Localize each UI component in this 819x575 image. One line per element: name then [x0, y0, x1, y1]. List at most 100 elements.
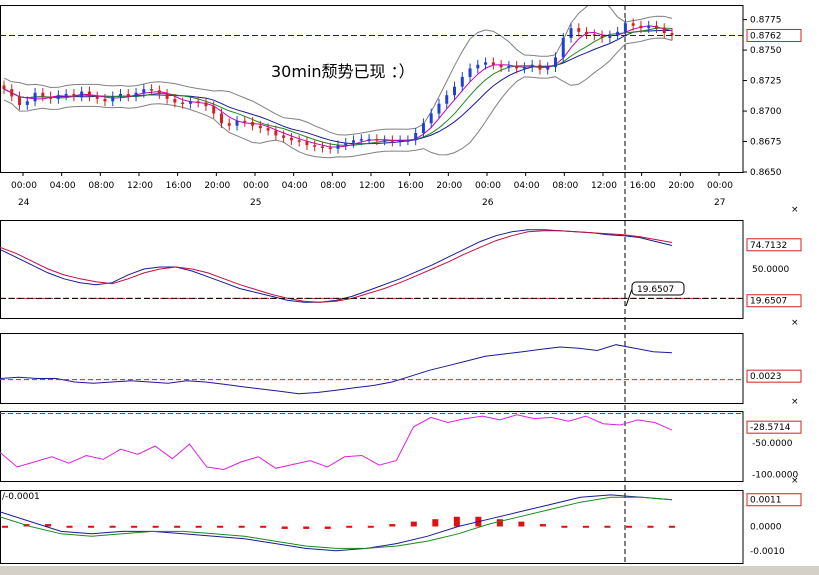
macd-histogram-bar — [303, 526, 310, 529]
macd-histogram-bar — [389, 524, 396, 527]
macd-value: 0.0011 — [750, 496, 782, 506]
current-price-tag — [746, 28, 802, 42]
candle-body — [212, 106, 216, 114]
williams_r-line-0 — [0, 414, 673, 471]
y-tick-label: 0.8675 — [750, 138, 782, 148]
candle-body — [297, 140, 301, 142]
y-tick-label: 0.8650 — [750, 168, 782, 178]
candle-body — [507, 65, 511, 68]
panel-frame-oscillator — [0, 333, 744, 404]
candle-body — [522, 67, 526, 69]
candle-body — [188, 101, 192, 104]
candle-body — [251, 122, 255, 126]
bollinger-upper — [3, 6, 673, 136]
close-icon[interactable]: × — [791, 476, 799, 486]
candle-body — [119, 93, 123, 97]
candle-body — [647, 25, 651, 29]
candle-body — [654, 25, 658, 29]
candle-body — [41, 92, 45, 97]
candle-body — [196, 101, 200, 103]
status-strip — [0, 566, 819, 575]
macd-histogram-bar — [496, 519, 503, 527]
macd-histogram-bar — [238, 525, 245, 528]
candle-body — [150, 89, 154, 91]
crosshair-tooltip-value: 19.6507 — [637, 285, 674, 295]
candle-body — [219, 113, 223, 124]
stochastic-d-value: 19.6507 — [750, 297, 787, 307]
x-tick-label: 00:00 — [243, 181, 269, 191]
macd-histogram-bar — [217, 525, 224, 528]
candle-body — [608, 35, 612, 38]
x-tick-label: 12:00 — [359, 181, 385, 191]
candle-body — [111, 96, 115, 102]
macd-value-box — [746, 493, 802, 507]
macd-histogram-bar — [281, 526, 288, 529]
candle-body — [515, 65, 519, 69]
oscillator-line-0 — [0, 344, 673, 395]
candle-body — [2, 85, 6, 90]
y-tick-label: 0.8775 — [750, 16, 782, 26]
y-tick-label: 0.8725 — [750, 77, 782, 87]
candle-body — [72, 93, 76, 97]
candle-body — [25, 101, 29, 105]
y-tick-label: -100.0000 — [752, 471, 798, 481]
oscillator-series-group — [0, 344, 673, 395]
chart-annotation: 30min颓势已现 ：） — [271, 62, 415, 81]
candle-body — [569, 28, 573, 38]
candle-body — [546, 67, 550, 70]
x-date-label: 27 — [714, 198, 725, 208]
macd-line-1 — [0, 496, 673, 549]
candle-body — [80, 91, 84, 97]
candle-body — [445, 95, 449, 104]
macd-histogram-bar — [539, 524, 546, 527]
macd-series-group — [0, 494, 673, 552]
candle-body — [313, 145, 317, 147]
candle-body — [64, 93, 68, 96]
x-tick-label: 00:00 — [475, 181, 501, 191]
stochastic-k-value-box — [746, 238, 802, 252]
candle-body — [173, 98, 177, 103]
x-date-label: 24 — [18, 198, 30, 208]
candle-body — [561, 37, 565, 58]
candle-body — [165, 93, 169, 99]
panel-frame-williams_r — [0, 411, 744, 482]
panel-frame-macd — [0, 490, 744, 564]
y-tick-label: -50.0000 — [752, 439, 793, 449]
stochastic-series-group — [0, 229, 673, 303]
x-tick-label: 12:00 — [127, 181, 153, 191]
candle-body — [631, 23, 635, 26]
macd-histogram-bar — [604, 525, 611, 528]
candle-body — [491, 62, 495, 65]
x-tick-label: 08:00 — [88, 181, 114, 191]
candle-body — [383, 140, 387, 142]
candle-body — [553, 57, 557, 68]
macd-line-0 — [0, 494, 673, 552]
candle-body — [266, 128, 270, 131]
close-icon[interactable]: × — [791, 318, 799, 328]
x-tick-label: 00:00 — [11, 181, 37, 191]
x-tick-label: 16:00 — [166, 181, 192, 191]
x-tick-label: 12:00 — [591, 181, 617, 191]
candle-body — [344, 142, 348, 146]
candle-body — [398, 140, 402, 142]
candle-body — [56, 95, 60, 99]
x-tick-label: 00:00 — [707, 181, 733, 191]
macd-histogram-bar — [260, 525, 267, 528]
candle-body — [87, 91, 91, 97]
y-tick-label: 0.0000 — [750, 523, 782, 533]
candle-body — [623, 23, 627, 32]
candle-body — [49, 96, 53, 99]
candle-body — [468, 68, 472, 77]
candle-body — [126, 93, 130, 97]
candle-body — [274, 130, 278, 136]
macd-histogram-bar — [647, 525, 654, 528]
bollinger-lower — [3, 37, 673, 159]
oscillator-value: 0.0023 — [750, 372, 782, 382]
close-icon[interactable]: × — [791, 205, 799, 215]
y-tick-label: 0.8750 — [750, 46, 782, 56]
candle-body — [352, 140, 356, 143]
y-tick-label: 50.0000 — [752, 265, 789, 275]
close-icon[interactable]: × — [791, 397, 799, 407]
